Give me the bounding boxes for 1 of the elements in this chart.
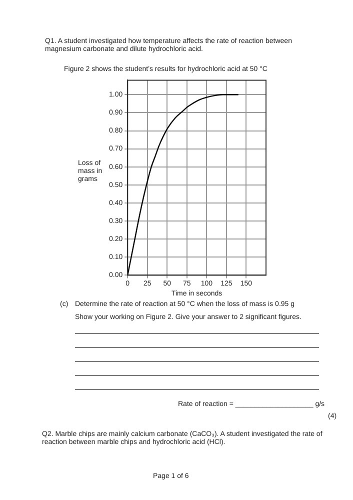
line-series bbox=[128, 94, 239, 276]
